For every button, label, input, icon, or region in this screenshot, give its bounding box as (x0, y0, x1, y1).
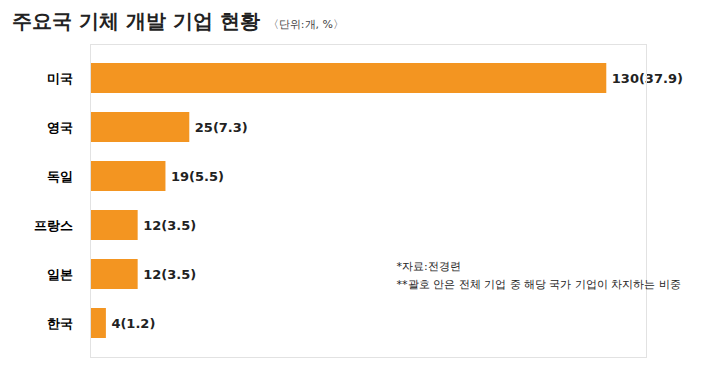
svg-text:프랑스: 프랑스 (34, 218, 73, 233)
svg-text:독일: 독일 (47, 169, 73, 184)
svg-text:한국: 한국 (47, 316, 73, 331)
svg-text:12(3.5): 12(3.5) (143, 267, 196, 282)
svg-text:12(3.5): 12(3.5) (143, 218, 196, 233)
html-text:*자료:전경련: *자료:전경련 (396, 260, 461, 273)
svg-text:미국: 미국 (47, 71, 73, 86)
html-text:**괄호 안은 전체 기업 중 해당 국가 기업이 차지하는: **괄호 안은 전체 기업 중 해당 국가 기업이 차지하는 비중 (396, 277, 681, 291)
html-text:주요국 기체 개발 기업 현황 〈단위:개, %〉: 주요국 기체 개발 기업 현황 〈단위:개, %〉 (12, 9, 344, 33)
svg-text:일본: 일본 (47, 267, 73, 282)
svg-text:4(1.2): 4(1.2) (111, 316, 155, 331)
svg-text:19(5.5): 19(5.5) (171, 169, 224, 184)
svg-text:130(37.9): 130(37.9) (612, 71, 683, 86)
svg-text:25(7.3): 25(7.3) (195, 120, 248, 135)
svg-text:영국: 영국 (47, 120, 73, 135)
